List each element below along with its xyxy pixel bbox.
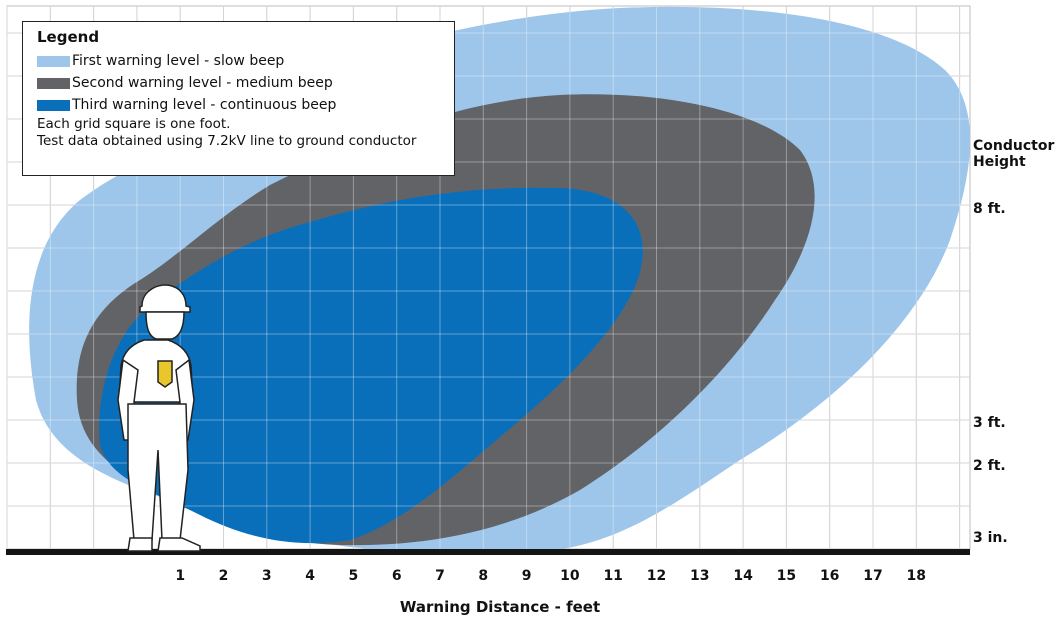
worker-left-boot bbox=[127, 537, 153, 552]
legend-item-third: Third warning level - continuous beep bbox=[37, 94, 454, 116]
x-tick-label: 3 bbox=[261, 568, 272, 584]
x-tick-label: 18 bbox=[906, 568, 927, 584]
legend: Legend First warning level - slow beep S… bbox=[22, 21, 455, 176]
x-tick-label: 11 bbox=[603, 568, 623, 584]
hard-hat-icon bbox=[139, 284, 191, 313]
worker-figure bbox=[117, 284, 201, 552]
third-warning-zone bbox=[99, 187, 643, 544]
legend-swatch-first bbox=[37, 55, 70, 67]
x-tick-label: 7 bbox=[435, 568, 445, 584]
x-tick-label: 10 bbox=[560, 568, 580, 584]
legend-label-first: First warning level - slow beep bbox=[72, 53, 285, 69]
legend-note-test: Test data obtained using 7.2kV line to g… bbox=[37, 133, 417, 149]
height-label-8ft: 8 ft. bbox=[973, 201, 1006, 217]
legend-item-first: First warning level - slow beep bbox=[37, 50, 454, 72]
worker-legs bbox=[127, 403, 189, 541]
x-tick-label: 4 bbox=[305, 568, 315, 584]
x-tick-label: 15 bbox=[776, 568, 797, 584]
conductor-height-title-line2: Height bbox=[973, 154, 1026, 170]
legend-label-third: Third warning level - continuous beep bbox=[72, 97, 337, 113]
height-label-3in: 3 in. bbox=[973, 530, 1008, 546]
worker-head bbox=[145, 311, 185, 340]
legend-item-second: Second warning level - medium beep bbox=[37, 72, 454, 94]
legend-note-grid: Each grid square is one foot. bbox=[37, 116, 231, 132]
x-tick-label: 5 bbox=[348, 568, 359, 584]
worker-right-boot bbox=[157, 537, 201, 552]
x-tick-label: 16 bbox=[819, 568, 840, 584]
ground-line bbox=[6, 549, 970, 555]
x-tick-label: 6 bbox=[391, 568, 402, 584]
x-axis-title: Warning Distance - feet bbox=[399, 598, 601, 616]
x-tick-label: 2 bbox=[218, 568, 229, 584]
legend-label-second: Second warning level - medium beep bbox=[72, 75, 333, 91]
x-tick-label: 9 bbox=[521, 568, 532, 584]
height-label-2ft: 2 ft. bbox=[973, 458, 1006, 474]
x-tick-label: 17 bbox=[863, 568, 883, 584]
legend-title: Legend bbox=[37, 28, 100, 46]
x-tick-label: 8 bbox=[478, 568, 489, 584]
x-tick-label: 1 bbox=[175, 568, 186, 584]
x-tick-label: 13 bbox=[690, 568, 710, 584]
x-tick-label: 12 bbox=[646, 568, 667, 584]
proximity-alarm-icon bbox=[157, 360, 173, 388]
legend-swatch-second bbox=[37, 77, 70, 89]
conductor-height-title-line1: Conductor bbox=[973, 138, 1055, 154]
conductor-height-title: Conductor Height bbox=[973, 138, 1054, 170]
legend-swatch-third bbox=[37, 99, 70, 111]
height-label-3ft: 3 ft. bbox=[973, 415, 1006, 431]
x-tick-label: 14 bbox=[733, 568, 753, 584]
